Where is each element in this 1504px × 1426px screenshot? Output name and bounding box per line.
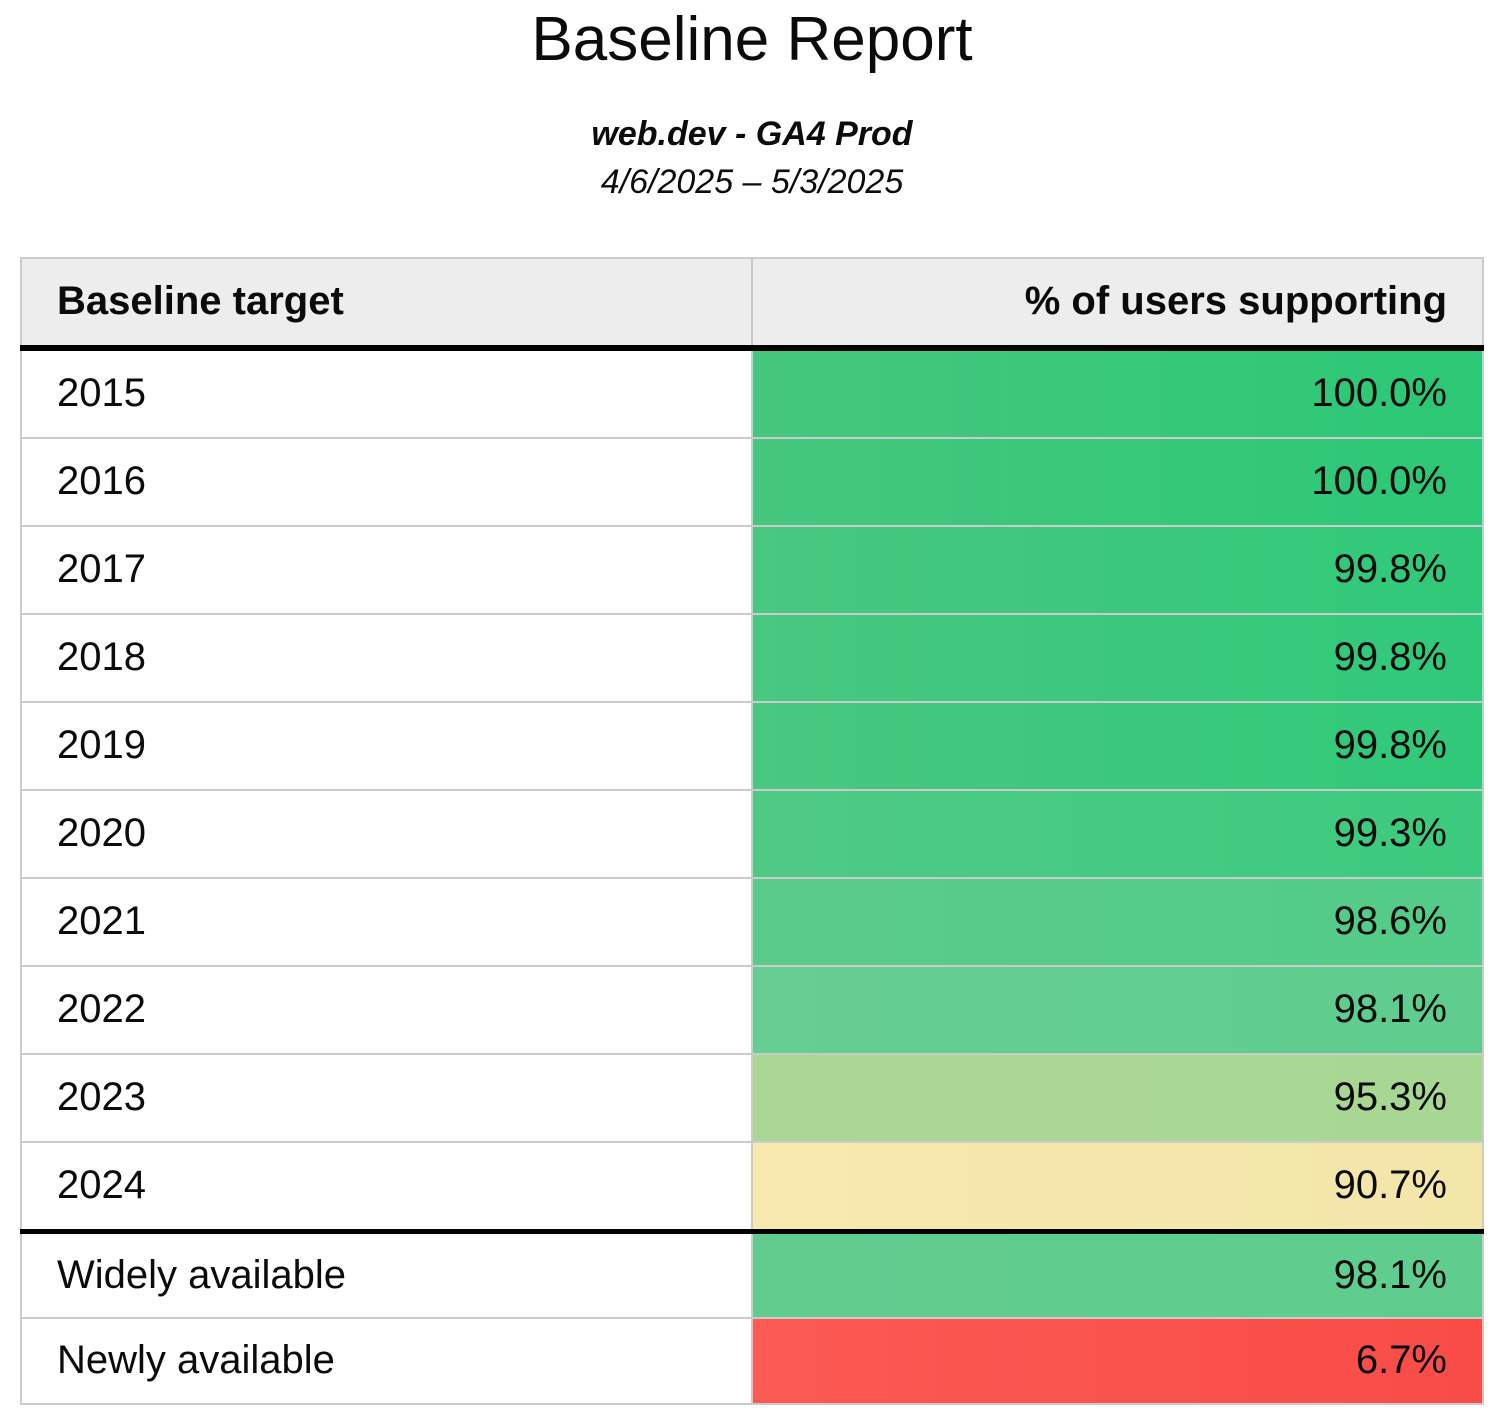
support-percentage-cell: 100.0% [751, 436, 1484, 527]
baseline-report-table: Baseline target % of users supporting 20… [20, 256, 1484, 1405]
table-body: 2015 100.0% 2016 100.0% 2017 99.8% 2018 99.8% 20… [20, 346, 1484, 1405]
report-subtitle: web.dev - GA4 Prod [591, 115, 913, 154]
support-percentage-cell: 6.7% [751, 1316, 1484, 1405]
support-percentage-cell: 99.8% [751, 524, 1484, 615]
baseline-target-cell: 2015 [20, 346, 753, 439]
report-date-range: 4/6/2025 – 5/3/2025 [600, 162, 904, 201]
table-row: 2021 98.6% [20, 876, 1484, 967]
support-percentage-cell: 99.3% [751, 788, 1484, 879]
baseline-target-cell: 2022 [20, 964, 753, 1055]
column-header-percent-users-supporting: % of users supporting [751, 256, 1484, 351]
table-header: Baseline target % of users supporting [20, 256, 1484, 351]
table-row: 2018 99.8% [20, 612, 1484, 703]
page-title: Baseline Report [531, 5, 973, 74]
table-row: 2020 99.3% [20, 788, 1484, 879]
table-row: 2023 95.3% [20, 1052, 1484, 1143]
baseline-target-cell: 2017 [20, 524, 753, 615]
table-row: 2024 90.7% [20, 1140, 1484, 1233]
baseline-target-cell: 2020 [20, 788, 753, 879]
table-row: 2022 98.1% [20, 964, 1484, 1055]
support-percentage-cell: 99.8% [751, 700, 1484, 791]
support-percentage-cell: 90.7% [751, 1140, 1484, 1233]
table-row: 2016 100.0% [20, 436, 1484, 527]
support-percentage-cell: 99.8% [751, 612, 1484, 703]
support-percentage-cell: 98.1% [751, 964, 1484, 1055]
baseline-target-cell: 2019 [20, 700, 753, 791]
baseline-target-cell: 2023 [20, 1052, 753, 1143]
support-percentage-cell: 100.0% [751, 346, 1484, 439]
column-header-baseline-target: Baseline target [20, 256, 753, 351]
support-percentage-cell: 98.1% [751, 1228, 1484, 1319]
baseline-target-cell: 2024 [20, 1140, 753, 1233]
baseline-target-cell: 2016 [20, 436, 753, 527]
table-row: 2015 100.0% [20, 346, 1484, 439]
support-percentage-cell: 98.6% [751, 876, 1484, 967]
baseline-target-cell: Newly available [20, 1316, 753, 1405]
baseline-target-cell: 2021 [20, 876, 753, 967]
support-percentage-cell: 95.3% [751, 1052, 1484, 1143]
baseline-target-cell: Widely available [20, 1228, 753, 1319]
table-row: Widely available 98.1% [20, 1228, 1484, 1319]
table-row: Newly available 6.7% [20, 1316, 1484, 1405]
baseline-target-cell: 2018 [20, 612, 753, 703]
table-row: 2019 99.8% [20, 700, 1484, 791]
table-header-row: Baseline target % of users supporting [20, 256, 1484, 351]
table-row: 2017 99.8% [20, 524, 1484, 615]
